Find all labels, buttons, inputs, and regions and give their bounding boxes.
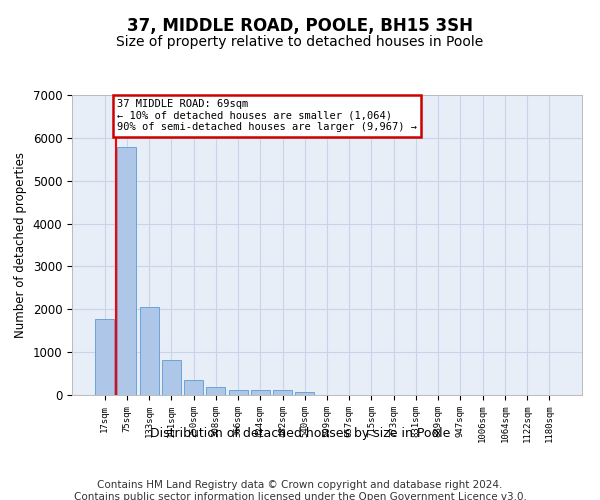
Bar xyxy=(229,390,248,395)
Bar xyxy=(273,390,292,395)
Bar xyxy=(95,318,114,395)
Text: 37 MIDDLE ROAD: 69sqm
← 10% of detached houses are smaller (1,064)
90% of semi-d: 37 MIDDLE ROAD: 69sqm ← 10% of detached … xyxy=(117,100,417,132)
Bar xyxy=(251,390,270,395)
Bar xyxy=(118,148,136,395)
Bar xyxy=(295,392,314,395)
Text: Distribution of detached houses by size in Poole: Distribution of detached houses by size … xyxy=(150,428,450,440)
Text: Size of property relative to detached houses in Poole: Size of property relative to detached ho… xyxy=(116,35,484,49)
Text: 37, MIDDLE ROAD, POOLE, BH15 3SH: 37, MIDDLE ROAD, POOLE, BH15 3SH xyxy=(127,18,473,36)
Bar xyxy=(184,380,203,395)
Y-axis label: Number of detached properties: Number of detached properties xyxy=(14,152,27,338)
Bar xyxy=(162,360,181,395)
Bar xyxy=(140,306,158,395)
Bar xyxy=(206,387,225,395)
Text: Contains HM Land Registry data © Crown copyright and database right 2024.
Contai: Contains HM Land Registry data © Crown c… xyxy=(74,480,526,500)
